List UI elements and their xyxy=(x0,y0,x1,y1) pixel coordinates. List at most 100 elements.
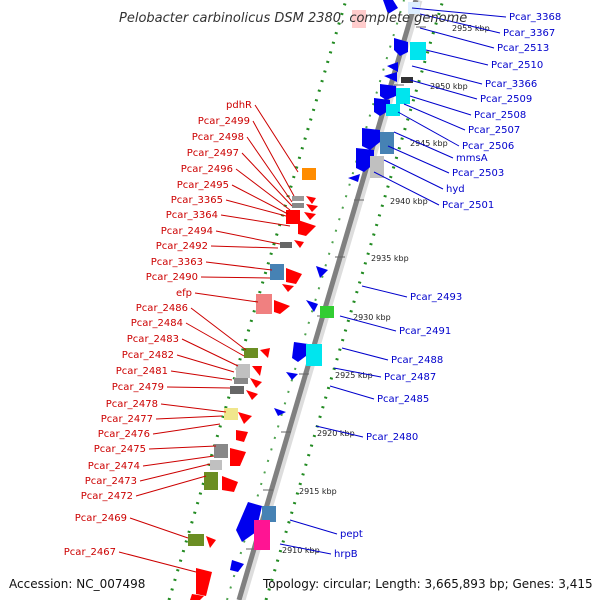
gene-pcar-2469-block xyxy=(188,534,204,546)
gene-label-left: Pcar_2492 xyxy=(156,241,208,252)
leader-line xyxy=(419,27,495,49)
gene-pcar-2509-block xyxy=(401,77,413,83)
gene-pcar-2490-arrow xyxy=(286,268,302,284)
gene-pcar-3363-arrow xyxy=(316,266,328,278)
leader-line xyxy=(387,145,450,174)
gene-pcar-2477-block xyxy=(224,408,238,420)
gene-label-right: Pcar_2506 xyxy=(462,141,514,152)
gene-pcar-2484-arrow xyxy=(260,348,270,358)
gene-label-left: Pcar_2475 xyxy=(94,444,146,455)
leader-line xyxy=(190,307,247,351)
gene-pept-block xyxy=(262,506,276,522)
gene-pcar-2478-arrow xyxy=(246,390,258,400)
gene-label-left: efp xyxy=(176,288,192,299)
gene-pcar-2467-arrow xyxy=(196,568,212,596)
leader-line xyxy=(220,214,291,227)
gene-label-right: mmsA xyxy=(456,153,488,164)
gene-label-right: Pcar_2485 xyxy=(377,394,429,405)
gene-pcar-2481-block xyxy=(234,378,248,384)
gene-pcar-2494-block xyxy=(280,242,292,248)
map-title: Pelobacter carbinolicus DSM 2380, comple… xyxy=(119,11,467,26)
gene-pcar-2508-block xyxy=(396,88,410,104)
gene-pcar-2499-block xyxy=(292,196,304,201)
gene-pcar-3368-arrow xyxy=(383,0,398,14)
leader-line xyxy=(215,230,281,245)
gene-pcar-2478-block xyxy=(230,386,244,394)
gene-small-blue-end xyxy=(230,560,244,572)
gene-pcar-2506-block xyxy=(386,104,400,116)
tick-label: 2915 kbp xyxy=(299,487,337,496)
gene-pcar-2475-block xyxy=(214,444,228,458)
gene-label-left: Pcar_2499 xyxy=(198,116,250,127)
gene-pcar-2487-arrow xyxy=(286,372,298,380)
gene-label-right: hrpB xyxy=(334,549,358,560)
leader-line xyxy=(210,245,279,249)
leader-line xyxy=(361,285,408,298)
inner-dotted-track xyxy=(264,0,445,600)
gene-label-left: Pcar_2481 xyxy=(116,366,168,377)
gene-label-right: Pcar_3367 xyxy=(503,28,555,39)
gene-pcar-3365-block xyxy=(286,210,300,224)
gene-pcar-2495-arrow xyxy=(304,212,316,220)
leader-line xyxy=(166,386,231,389)
gene-label-right: Pcar_2501 xyxy=(442,200,494,211)
leader-line xyxy=(397,111,460,147)
tick-label: 2925 kbp xyxy=(335,371,373,380)
leader-line xyxy=(118,551,197,573)
gene-pdhr-block xyxy=(302,168,316,180)
gene-label-right: pept xyxy=(340,529,363,540)
gene-pcar-2476-arrow xyxy=(236,430,248,442)
gene-pcar-2479-arrow xyxy=(250,378,262,388)
gene-label-right: Pcar_2513 xyxy=(497,43,549,54)
leader-line xyxy=(205,261,273,271)
leader-line xyxy=(252,120,295,197)
gene-top-pink-block xyxy=(352,10,366,28)
gene-pcar-2508-arrow xyxy=(380,84,396,100)
leader-line xyxy=(409,95,472,116)
gene-label-left: Pcar_3363 xyxy=(151,257,203,268)
leader-line xyxy=(185,322,245,357)
leader-line xyxy=(411,65,483,85)
leader-line xyxy=(411,7,507,18)
tick-label: 2945 kbp xyxy=(410,139,448,148)
gene-label-right: hyd xyxy=(446,184,465,195)
leader-line xyxy=(241,152,293,207)
leader-line xyxy=(152,423,221,435)
leader-line xyxy=(403,103,466,131)
gene-pcar-2485-arrow xyxy=(274,408,286,416)
leader-line xyxy=(383,159,444,190)
leader-line xyxy=(200,276,271,279)
gene-label-right: Pcar_3366 xyxy=(485,79,537,90)
gene-label-right: Pcar_2487 xyxy=(384,372,436,383)
track-dots xyxy=(167,0,445,600)
leader-line xyxy=(341,347,389,361)
gene-label-right: Pcar_2493 xyxy=(410,292,462,303)
gene-pcar-2472-arrow xyxy=(222,476,238,492)
leader-line xyxy=(160,403,227,413)
gene-pcar-3366-arrow xyxy=(387,62,398,72)
leader-line xyxy=(225,199,287,217)
gene-label-right: Pcar_2507 xyxy=(468,125,520,136)
gene-pcar-2491-block xyxy=(320,306,334,318)
topology-text: Topology: circular; Length: 3,665,893 bp… xyxy=(262,577,593,591)
gene-pcar-2482-arrow xyxy=(252,366,262,376)
leader-line xyxy=(231,184,289,215)
leader-line xyxy=(254,104,299,173)
gene-mmsa-arrow xyxy=(362,128,380,150)
gene-label-left: Pcar_2497 xyxy=(187,148,239,159)
gene-label-right: Pcar_2480 xyxy=(366,432,418,443)
gene-label-left: Pcar_2469 xyxy=(75,513,127,524)
gene-label-right: Pcar_2510 xyxy=(491,60,543,71)
tick-label: 2955 kbp xyxy=(452,24,490,33)
gene-pcar-2496-arrow xyxy=(306,204,318,212)
gene-pcar-2510-block xyxy=(410,42,426,60)
gene-label-left: Pcar_2474 xyxy=(88,461,140,472)
gene-pcar-2509-arrow xyxy=(384,72,397,82)
gene-pcar-2513-arrow xyxy=(394,38,408,56)
leader-line xyxy=(393,131,454,159)
gene-label-left: Pcar_2490 xyxy=(146,272,198,283)
gene-label-left: Pcar_2496 xyxy=(181,164,233,175)
gene-label-left: Pcar_2495 xyxy=(177,180,229,191)
leader-line xyxy=(409,79,478,100)
